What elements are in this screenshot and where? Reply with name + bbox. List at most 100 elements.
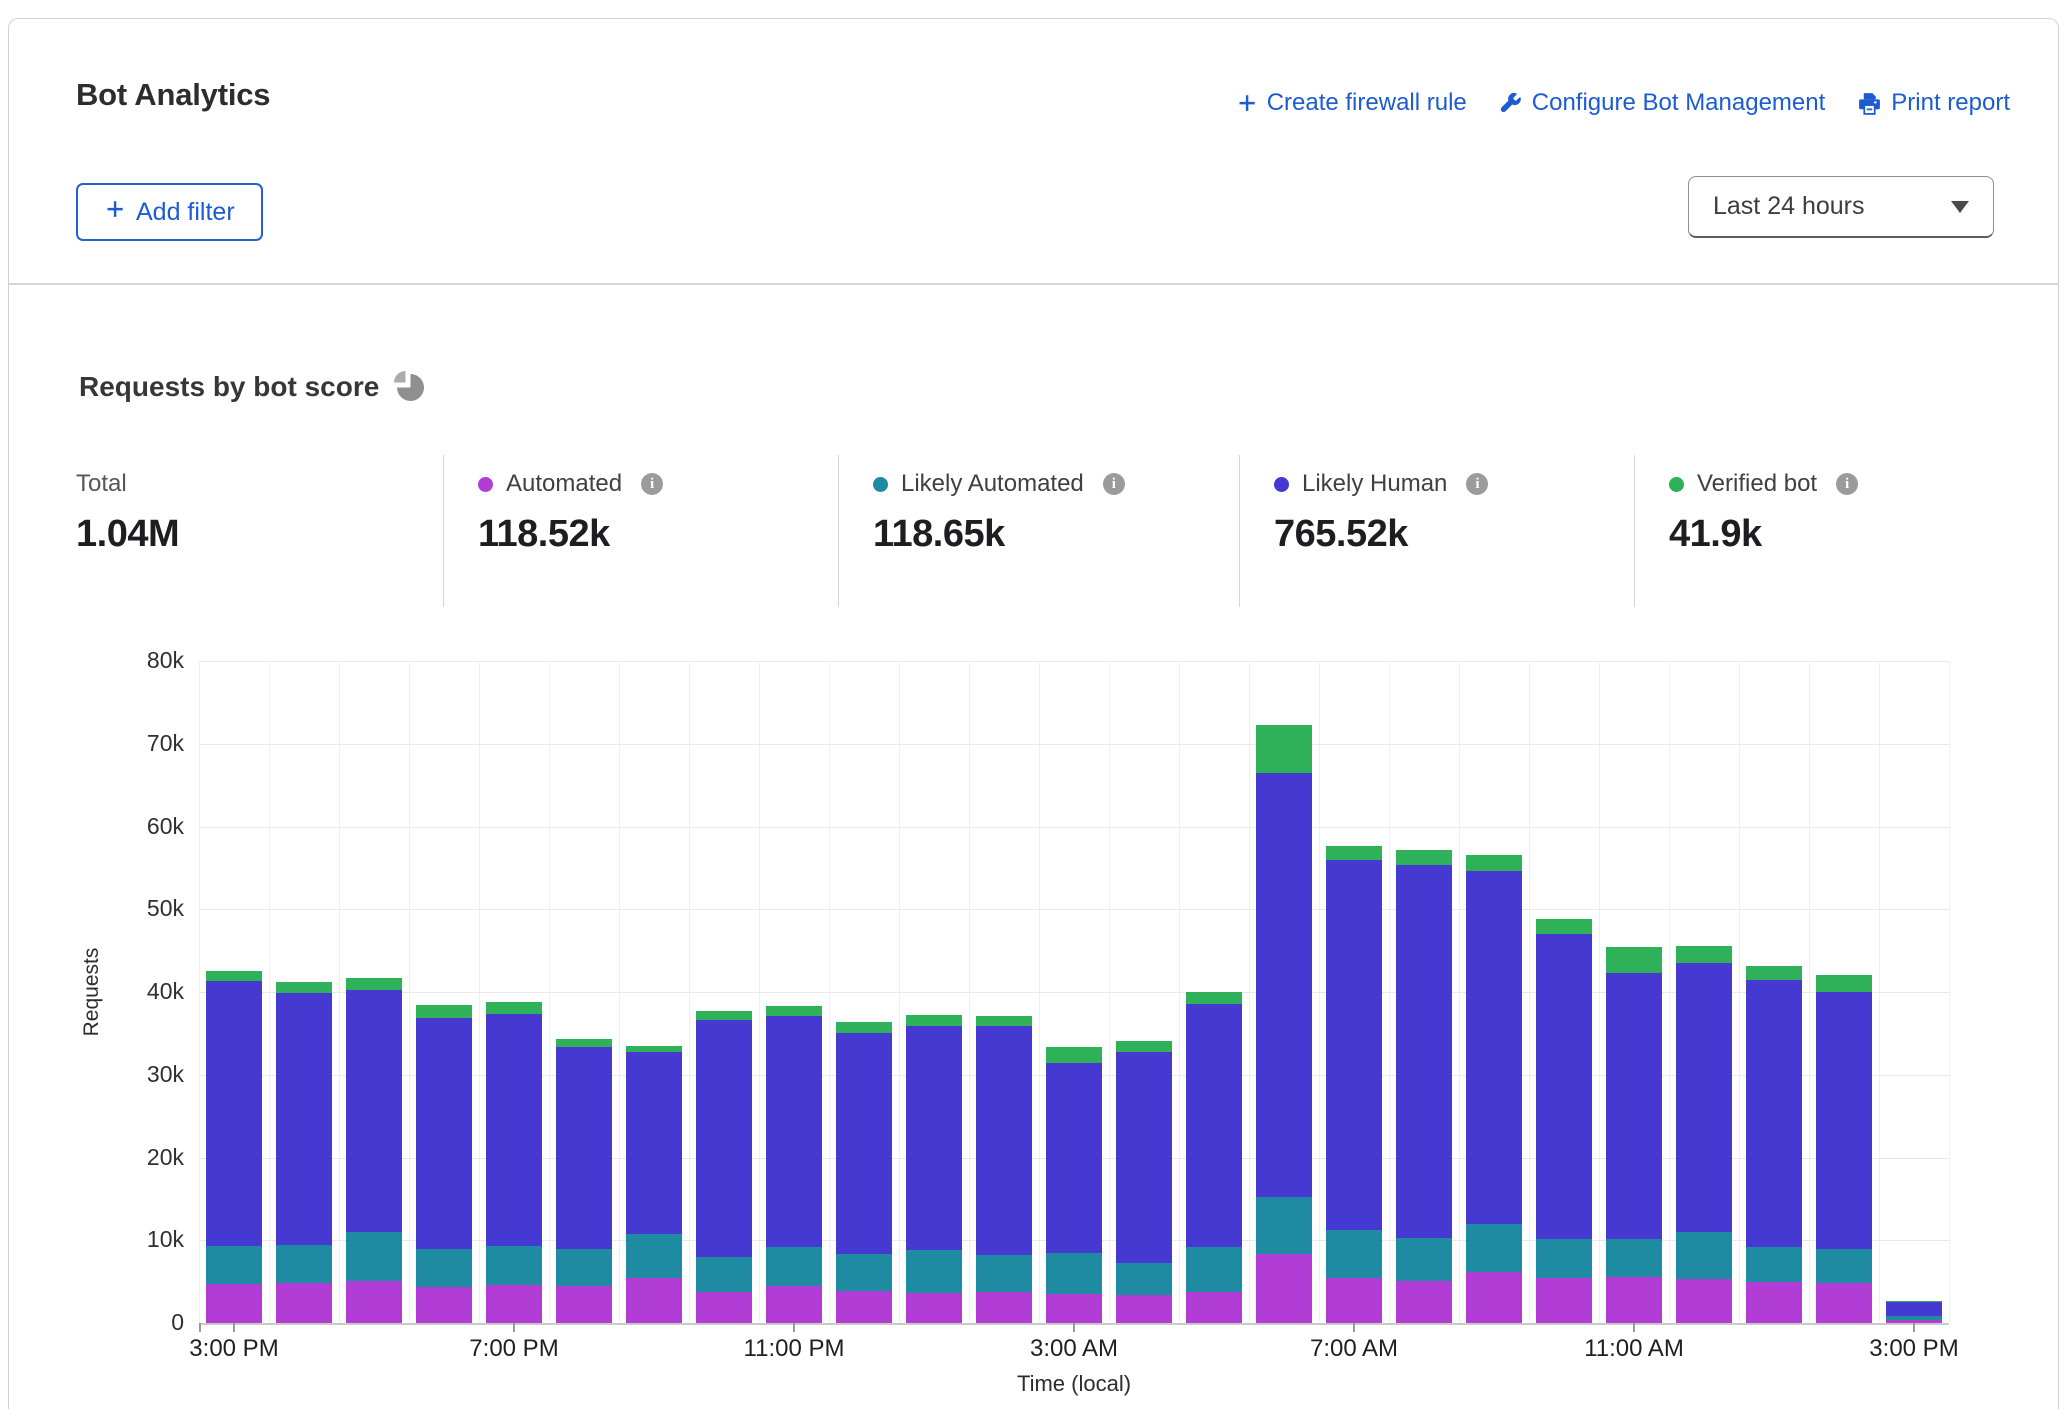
chart-bar-600pm[interactable] <box>416 661 472 1323</box>
bar-segment-verified-bot[interactable] <box>1466 855 1522 872</box>
bar-segment-likely-human[interactable] <box>1396 864 1452 1238</box>
bar-segment-likely-human[interactable] <box>766 1016 822 1247</box>
bar-segment-likely-automated[interactable] <box>1466 1223 1522 1272</box>
bar-segment-likely-human[interactable] <box>346 990 402 1232</box>
bar-segment-likely-automated[interactable] <box>346 1232 402 1281</box>
bar-segment-automated[interactable] <box>1326 1278 1382 1323</box>
chart-bar-1000am[interactable] <box>1536 661 1592 1323</box>
bar-segment-automated[interactable] <box>1536 1277 1592 1323</box>
bar-segment-likely-automated[interactable] <box>1396 1237 1452 1281</box>
bar-segment-likely-automated[interactable] <box>696 1256 752 1293</box>
bar-segment-automated[interactable] <box>836 1290 892 1323</box>
bar-segment-likely-human[interactable] <box>416 1017 472 1249</box>
chart-bar-600am[interactable] <box>1256 661 1312 1323</box>
bar-segment-verified-bot[interactable] <box>1676 945 1732 964</box>
time-range-select[interactable]: Last 24 hours <box>1688 176 1994 238</box>
bar-segment-automated[interactable] <box>1396 1280 1452 1323</box>
bar-segment-likely-automated[interactable] <box>836 1254 892 1291</box>
bar-segment-automated[interactable] <box>1816 1283 1872 1323</box>
bar-segment-verified-bot[interactable] <box>976 1016 1032 1026</box>
chart-bar-400am[interactable] <box>1116 661 1172 1323</box>
bar-segment-verified-bot[interactable] <box>206 970 262 982</box>
bar-segment-verified-bot[interactable] <box>836 1021 892 1034</box>
bar-segment-automated[interactable] <box>1046 1294 1102 1323</box>
bar-segment-verified-bot[interactable] <box>1326 845 1382 860</box>
bar-segment-likely-automated[interactable] <box>486 1246 542 1285</box>
bar-segment-automated[interactable] <box>1886 1319 1942 1323</box>
bar-segment-automated[interactable] <box>346 1280 402 1323</box>
bar-segment-automated[interactable] <box>416 1286 472 1323</box>
bar-segment-likely-automated[interactable] <box>906 1250 962 1294</box>
chart-bar-1200am[interactable] <box>836 661 892 1323</box>
bar-segment-verified-bot[interactable] <box>1396 849 1452 865</box>
bar-segment-likely-human[interactable] <box>486 1014 542 1247</box>
bar-segment-likely-human[interactable] <box>1536 934 1592 1239</box>
bar-segment-verified-bot[interactable] <box>416 1005 472 1018</box>
bar-segment-likely-human[interactable] <box>1186 1003 1242 1247</box>
bar-segment-likely-human[interactable] <box>1326 859 1382 1230</box>
create-firewall-rule-link[interactable]: Create firewall rule <box>1236 89 1467 117</box>
bar-segment-verified-bot[interactable] <box>1886 1301 1942 1303</box>
bar-segment-automated[interactable] <box>486 1284 542 1323</box>
print-report-link[interactable]: Print report <box>1857 89 2010 117</box>
add-filter-button[interactable]: Add filter <box>76 183 263 241</box>
bar-segment-verified-bot[interactable] <box>1046 1047 1102 1064</box>
bar-segment-verified-bot[interactable] <box>346 977 402 991</box>
bar-segment-likely-human[interactable] <box>556 1047 612 1250</box>
bar-segment-verified-bot[interactable] <box>486 1001 542 1015</box>
bar-segment-verified-bot[interactable] <box>626 1045 682 1053</box>
chart-bar-500am[interactable] <box>1186 661 1242 1323</box>
bar-segment-automated[interactable] <box>626 1278 682 1323</box>
bar-segment-automated[interactable] <box>696 1292 752 1323</box>
bar-segment-automated[interactable] <box>556 1285 612 1323</box>
bar-segment-verified-bot[interactable] <box>1186 992 1242 1004</box>
bar-segment-likely-human[interactable] <box>1886 1302 1942 1316</box>
bar-segment-likely-automated[interactable] <box>766 1246 822 1286</box>
bar-segment-likely-human[interactable] <box>206 981 262 1247</box>
bar-segment-verified-bot[interactable] <box>1256 724 1312 773</box>
bar-segment-likely-human[interactable] <box>1816 992 1872 1250</box>
bar-segment-likely-automated[interactable] <box>1886 1315 1942 1320</box>
bar-segment-likely-human[interactable] <box>626 1052 682 1235</box>
bar-segment-automated[interactable] <box>1256 1254 1312 1323</box>
bar-segment-likely-human[interactable] <box>906 1025 962 1251</box>
bar-segment-likely-human[interactable] <box>1676 963 1732 1232</box>
bar-segment-likely-automated[interactable] <box>1256 1197 1312 1255</box>
bar-segment-likely-automated[interactable] <box>1606 1239 1662 1277</box>
bar-segment-automated[interactable] <box>766 1285 822 1323</box>
bar-segment-automated[interactable] <box>1466 1271 1522 1323</box>
bar-segment-likely-human[interactable] <box>1046 1063 1102 1253</box>
bar-segment-likely-human[interactable] <box>1116 1052 1172 1264</box>
bar-segment-likely-automated[interactable] <box>556 1249 612 1286</box>
bar-segment-likely-automated[interactable] <box>1676 1232 1732 1280</box>
bar-segment-verified-bot[interactable] <box>1536 919 1592 935</box>
bar-segment-verified-bot[interactable] <box>696 1011 752 1021</box>
bar-segment-automated[interactable] <box>1116 1294 1172 1323</box>
chart-bar-300pm[interactable] <box>1886 661 1942 1323</box>
info-icon[interactable] <box>1102 473 1125 495</box>
chart-bar-100am[interactable] <box>906 661 962 1323</box>
bar-segment-likely-automated[interactable] <box>1326 1229 1382 1279</box>
bar-segment-verified-bot[interactable] <box>276 982 332 993</box>
info-icon[interactable] <box>1466 473 1489 495</box>
bar-segment-automated[interactable] <box>906 1293 962 1323</box>
chart-bar-200am[interactable] <box>976 661 1032 1323</box>
bar-segment-likely-automated[interactable] <box>1536 1238 1592 1278</box>
bar-segment-likely-human[interactable] <box>1466 871 1522 1224</box>
chart-bar-1100am[interactable] <box>1606 661 1662 1323</box>
bar-segment-likely-human[interactable] <box>976 1025 1032 1256</box>
chart-bar-900am[interactable] <box>1466 661 1522 1323</box>
bar-segment-likely-automated[interactable] <box>276 1245 332 1284</box>
configure-bot-management-link[interactable]: Configure Bot Management <box>1499 89 1825 117</box>
bar-segment-verified-bot[interactable] <box>1746 965 1802 981</box>
bar-segment-likely-human[interactable] <box>1606 972 1662 1240</box>
bar-segment-verified-bot[interactable] <box>1606 947 1662 973</box>
bar-segment-likely-automated[interactable] <box>1116 1263 1172 1295</box>
bar-segment-likely-automated[interactable] <box>1816 1249 1872 1284</box>
chart-bar-700pm[interactable] <box>486 661 542 1323</box>
bar-segment-verified-bot[interactable] <box>906 1015 962 1026</box>
bar-segment-likely-automated[interactable] <box>1046 1252 1102 1295</box>
bar-segment-automated[interactable] <box>1746 1282 1802 1323</box>
bar-segment-verified-bot[interactable] <box>556 1039 612 1048</box>
bar-segment-automated[interactable] <box>1186 1291 1242 1323</box>
